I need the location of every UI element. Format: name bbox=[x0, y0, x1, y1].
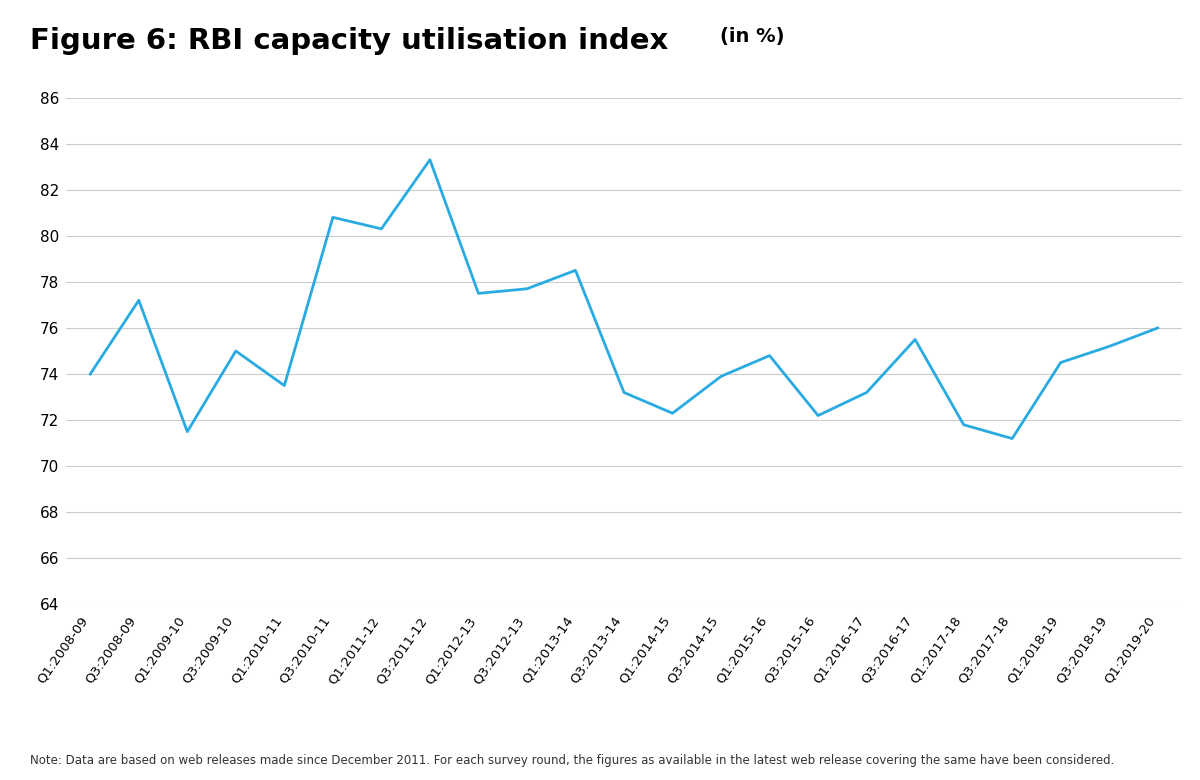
Text: (in %): (in %) bbox=[720, 27, 785, 46]
Text: Figure 6: RBI capacity utilisation index: Figure 6: RBI capacity utilisation index bbox=[30, 27, 668, 55]
Text: Note: Data are based on web releases made since December 2011. For each survey r: Note: Data are based on web releases mad… bbox=[30, 753, 1115, 767]
